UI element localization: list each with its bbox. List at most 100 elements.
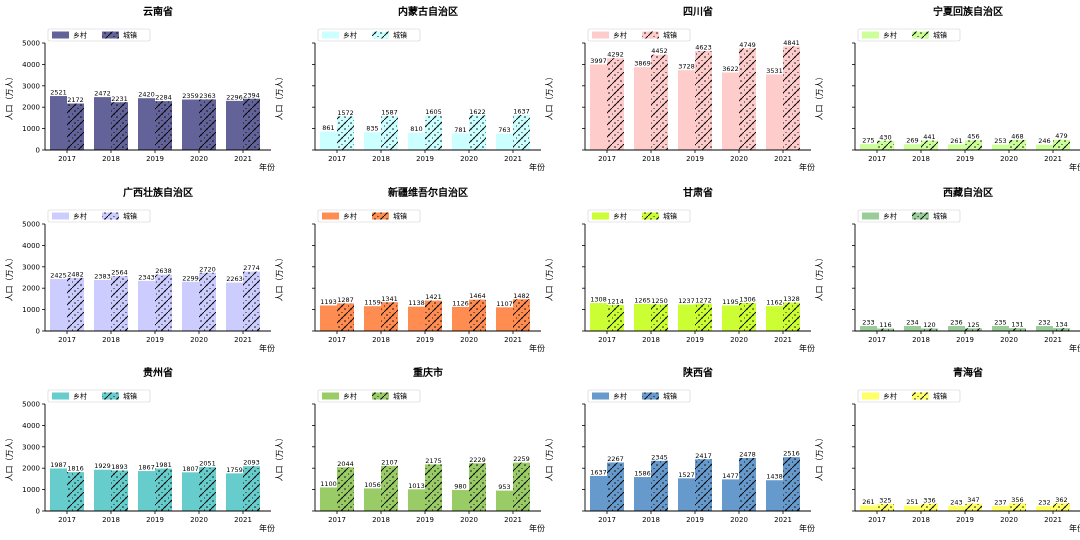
x-tick-label: 2021 <box>504 336 522 344</box>
x-tick-label: 2019 <box>686 336 704 344</box>
data-label-urban: 2394 <box>243 91 260 99</box>
data-label-rural: 2263 <box>226 275 243 283</box>
data-label-rural: 2521 <box>50 89 67 97</box>
legend-label-urban: 城镇 <box>123 31 137 40</box>
bar-urban-hatch <box>513 114 530 150</box>
data-label-rural: 1477 <box>722 472 739 480</box>
x-tick-label: 2020 <box>460 336 478 344</box>
bar-rural <box>992 505 1009 511</box>
panel-title: 宁夏回族自治区 <box>933 5 1003 18</box>
data-label-urban: 1287 <box>337 296 354 304</box>
panel-title: 重庆市 <box>413 366 443 379</box>
data-label-rural: 2420 <box>138 91 155 99</box>
x-tick-label: 2018 <box>642 516 660 524</box>
data-label-urban: 2267 <box>607 455 624 463</box>
y-axis-label: 人口（万人） <box>275 73 284 121</box>
bar-urban-hatch <box>381 302 398 331</box>
bar-rural <box>452 490 469 511</box>
bar-urban-hatch <box>155 274 172 331</box>
bar-rural <box>590 303 607 331</box>
y-axis-label: 人口（万人） <box>275 254 284 302</box>
data-label-urban: 2478 <box>739 450 756 458</box>
x-tick-label: 2020 <box>190 155 208 163</box>
data-label-rural: 810 <box>410 125 422 133</box>
legend-label-rural: 乡村 <box>613 31 627 40</box>
legend-label-rural: 乡村 <box>883 31 897 40</box>
x-tick-label: 2017 <box>328 336 346 344</box>
bar-rural <box>320 305 337 331</box>
x-tick-label: 2017 <box>598 155 616 163</box>
bar-rural <box>1036 144 1053 150</box>
data-label-rural: 1807 <box>182 465 199 473</box>
data-label-rural: 2383 <box>94 273 111 281</box>
x-tick-label: 2018 <box>102 516 120 524</box>
data-label-urban: 1587 <box>381 109 398 117</box>
x-tick-label: 2021 <box>504 155 522 163</box>
bar-rural <box>50 96 67 150</box>
legend-swatch-urban-hatch <box>102 31 119 39</box>
data-label-rural: 1013 <box>408 482 425 490</box>
x-tick-label: 2017 <box>598 336 616 344</box>
bar-urban-hatch <box>425 464 442 511</box>
legend-label-rural: 乡村 <box>343 392 357 401</box>
y-tick-label: 3000 <box>22 443 40 451</box>
data-label-rural: 3622 <box>722 65 739 73</box>
bar-urban-hatch <box>381 465 398 511</box>
legend-swatch-rural <box>862 392 879 400</box>
data-label-rural: 275 <box>862 137 874 145</box>
y-axis-label: 人口（万人） <box>545 73 554 121</box>
bar-rural <box>182 99 199 150</box>
legend-label-rural: 乡村 <box>343 212 357 221</box>
data-label-urban: 4623 <box>695 44 712 52</box>
data-label-rural: 1159 <box>364 299 381 307</box>
legend-swatch-urban-hatch <box>642 392 659 400</box>
bar-rural <box>138 280 155 331</box>
bar-rural <box>364 488 381 511</box>
panel-title: 西藏自治区 <box>943 186 993 199</box>
data-label-rural: 243 <box>950 498 962 506</box>
legend-swatch-rural <box>52 392 69 400</box>
bar-urban-hatch <box>1009 328 1026 331</box>
bar-urban-hatch <box>337 303 354 331</box>
data-label-urban: 2720 <box>199 265 216 273</box>
data-label-urban: 134 <box>1055 321 1067 329</box>
y-tick-label: 1000 <box>22 306 40 314</box>
bar-rural <box>408 306 425 331</box>
x-axis-label: 年份 <box>1069 162 1080 172</box>
bar-urban-hatch <box>651 460 668 511</box>
legend-swatch-urban-hatch <box>102 212 119 220</box>
data-label-rural: 2472 <box>94 90 111 98</box>
data-label-urban: 1328 <box>783 295 800 303</box>
legend: 乡村 城镇 <box>587 389 691 403</box>
x-tick-label: 2019 <box>956 336 974 344</box>
bar-rural <box>722 305 739 331</box>
data-label-rural: 2299 <box>182 274 199 282</box>
legend-label-rural: 乡村 <box>613 392 627 401</box>
data-label-rural: 1195 <box>722 298 739 306</box>
data-label-urban: 2417 <box>695 452 712 460</box>
y-axis-label: 人口（万人） <box>545 254 554 302</box>
bar-rural <box>452 133 469 150</box>
data-label-rural: 1265 <box>634 296 651 304</box>
y-tick-label: 5000 <box>22 401 40 409</box>
bar-rural <box>364 132 381 150</box>
data-label-rural: 3728 <box>678 63 695 71</box>
bar-urban-hatch <box>199 467 216 511</box>
legend-label-rural: 乡村 <box>73 212 87 221</box>
legend: 乡村 城镇 <box>317 28 421 42</box>
x-tick-label: 2017 <box>598 516 616 524</box>
x-tick-label: 2017 <box>58 516 76 524</box>
data-label-rural: 1126 <box>452 299 469 307</box>
data-label-urban: 1981 <box>155 461 172 469</box>
data-label-rural: 1100 <box>320 480 337 488</box>
legend-label-urban: 城镇 <box>123 392 137 401</box>
data-label-urban: 1464 <box>469 292 486 300</box>
x-axis-label: 年份 <box>529 343 545 353</box>
data-label-urban: 2774 <box>243 264 260 272</box>
legend-label-rural: 乡村 <box>343 31 357 40</box>
data-label-rural: 2343 <box>138 273 155 281</box>
data-label-rural: 861 <box>322 124 334 132</box>
